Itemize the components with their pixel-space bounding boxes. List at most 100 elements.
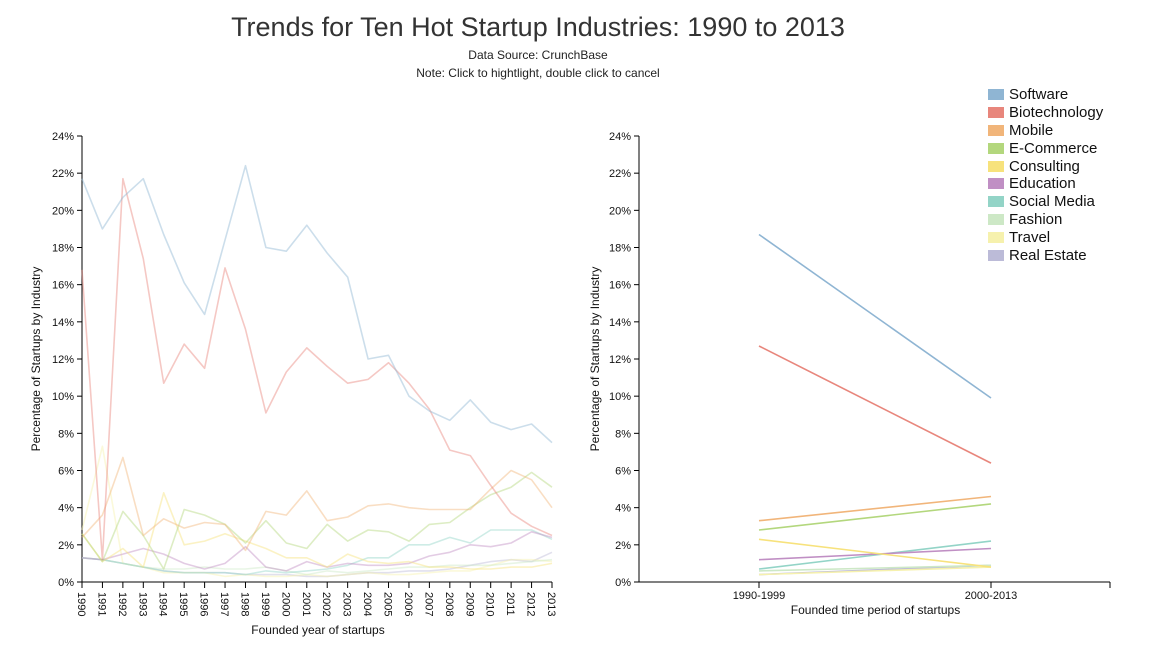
y-tick-label: 0% [615,577,631,589]
legend-label: Social Media [1009,193,1095,211]
legend-swatch [988,160,1004,172]
legend-item-mobile[interactable]: Mobile [988,122,1103,140]
legend-swatch [988,178,1004,190]
x-tick-label: 2013 [545,592,557,616]
x-axis-label: Founded year of startups [251,623,384,637]
y-tick-label: 8% [58,428,74,440]
x-tick-label: 2004 [361,592,373,616]
legend-item-biotechnology[interactable]: Biotechnology [988,104,1103,122]
data-source-note: Data Source: CrunchBase [468,48,608,62]
y-tick-label: 6% [58,466,74,478]
series-line-travel[interactable] [81,445,553,578]
series-line-e-commerce[interactable] [81,471,553,570]
series-line-software[interactable] [758,233,992,399]
legend-swatch [988,124,1004,136]
x-tick-label: 2003 [341,592,353,616]
series-line-travel[interactable] [758,566,992,576]
legend-label: Travel [1009,228,1051,246]
legend-item-real-estate[interactable]: Real Estate [988,246,1103,264]
series-line-software[interactable] [81,164,553,444]
y-axis-label: Percentage of Startups by Industry [588,267,602,452]
x-tick-label: 1991 [95,592,107,616]
x-tick-label: 2007 [422,592,434,616]
y-tick-label: 20% [609,205,631,217]
legend-swatch [988,213,1004,225]
y-tick-label: 8% [615,428,631,440]
legend-item-education[interactable]: Education [988,175,1103,193]
legend-item-social-media[interactable]: Social Media [988,193,1103,211]
x-tick-label: 1999 [259,592,271,616]
y-tick-label: 18% [609,243,631,255]
chart-title: Trends for Ten Hot Startup Industries: 1… [231,12,845,42]
legend: Software Biotechnology Mobile E-Commerce Con… [988,86,1103,264]
legend-label: Education [1009,175,1076,193]
series-line-fashion[interactable] [758,564,992,572]
y-tick-label: 4% [615,503,631,515]
x-axis-label: Founded time period of startups [791,603,960,617]
x-tick-label: 1997 [218,592,230,616]
series-line-mobile[interactable] [81,456,553,552]
x-tick-label: 1993 [136,592,148,616]
x-tick-label: 2010 [484,592,496,616]
y-tick-label: 12% [52,354,74,366]
series-line-biotechnology[interactable] [81,177,553,561]
legend-item-travel[interactable]: Travel [988,228,1103,246]
legend-label: Software [1009,86,1069,104]
legend-swatch [988,231,1004,243]
chart-panel-1: 0% 2% 4% 6% 8% 10% 12% 14% 16% 18% 20% 22% 24% 1990 19… [29,131,557,637]
legend-label: E-Commerce [1009,139,1098,157]
legend-swatch [988,196,1004,208]
y-tick-label: 12% [609,354,631,366]
legend-item-consulting[interactable]: Consulting [988,157,1103,175]
x-tick-label: 2000 [279,592,291,616]
series-line-biotechnology[interactable] [758,345,992,464]
y-tick-label: 4% [58,503,74,515]
y-tick-label: 24% [52,131,74,143]
series-line-consulting[interactable] [758,538,992,568]
series-line-education[interactable] [81,530,553,572]
series-line-e-commerce[interactable] [758,503,992,531]
x-tick-label: 2008 [443,592,455,616]
series-line-fashion[interactable] [81,557,553,576]
legend-swatch [988,249,1004,261]
interaction-note: Note: Click to hightlight, double click … [416,66,660,80]
legend-item-software[interactable]: Software [988,86,1103,104]
y-tick-label: 16% [609,280,631,292]
y-tick-label: 22% [609,168,631,180]
legend-label: Mobile [1009,121,1054,139]
y-tick-label: 2% [58,540,74,552]
legend-item-e-commerce[interactable]: E-Commerce [988,139,1103,157]
y-axis-label: Percentage of Startups by Industry [29,267,43,452]
chart-panel-2: 0% 2% 4% 6% 8% 10% 12% 14% 16% 18% 20% 22% 24% 1990-1… [588,131,1111,617]
x-tick-label: 1990-1999 [733,590,786,602]
x-tick-label: 2000-2013 [965,590,1018,602]
x-tick-label: 1995 [177,592,189,616]
y-tick-label: 22% [52,168,74,180]
x-tick-label: 2006 [402,592,414,616]
x-tick-label: 2011 [504,592,516,616]
series-line-mobile[interactable] [758,495,992,522]
y-tick-label: 6% [615,466,631,478]
legend-swatch [988,142,1004,154]
legend-swatch [988,107,1004,119]
x-tick-label: 2001 [300,592,312,616]
y-tick-label: 10% [52,391,74,403]
legend-label: Fashion [1009,210,1063,228]
y-tick-label: 2% [615,540,631,552]
series-line-real-estate[interactable] [81,551,553,578]
series-line-education[interactable] [758,547,992,561]
x-tick-label: 1992 [116,592,128,616]
x-tick-label: 1990 [75,592,87,616]
x-tick-label: 1994 [157,592,169,616]
series-line-social-media[interactable] [81,529,553,576]
y-tick-label: 18% [52,243,74,255]
series-line-consulting[interactable] [81,491,553,570]
y-tick-label: 20% [52,205,74,217]
legend-item-fashion[interactable]: Fashion [988,211,1103,229]
y-tick-label: 24% [609,131,631,143]
series-line-social-media[interactable] [758,540,992,570]
x-tick-label: 2009 [463,592,475,616]
legend-label: Biotechnology [1009,104,1104,122]
x-tick-label: 1998 [238,592,250,616]
